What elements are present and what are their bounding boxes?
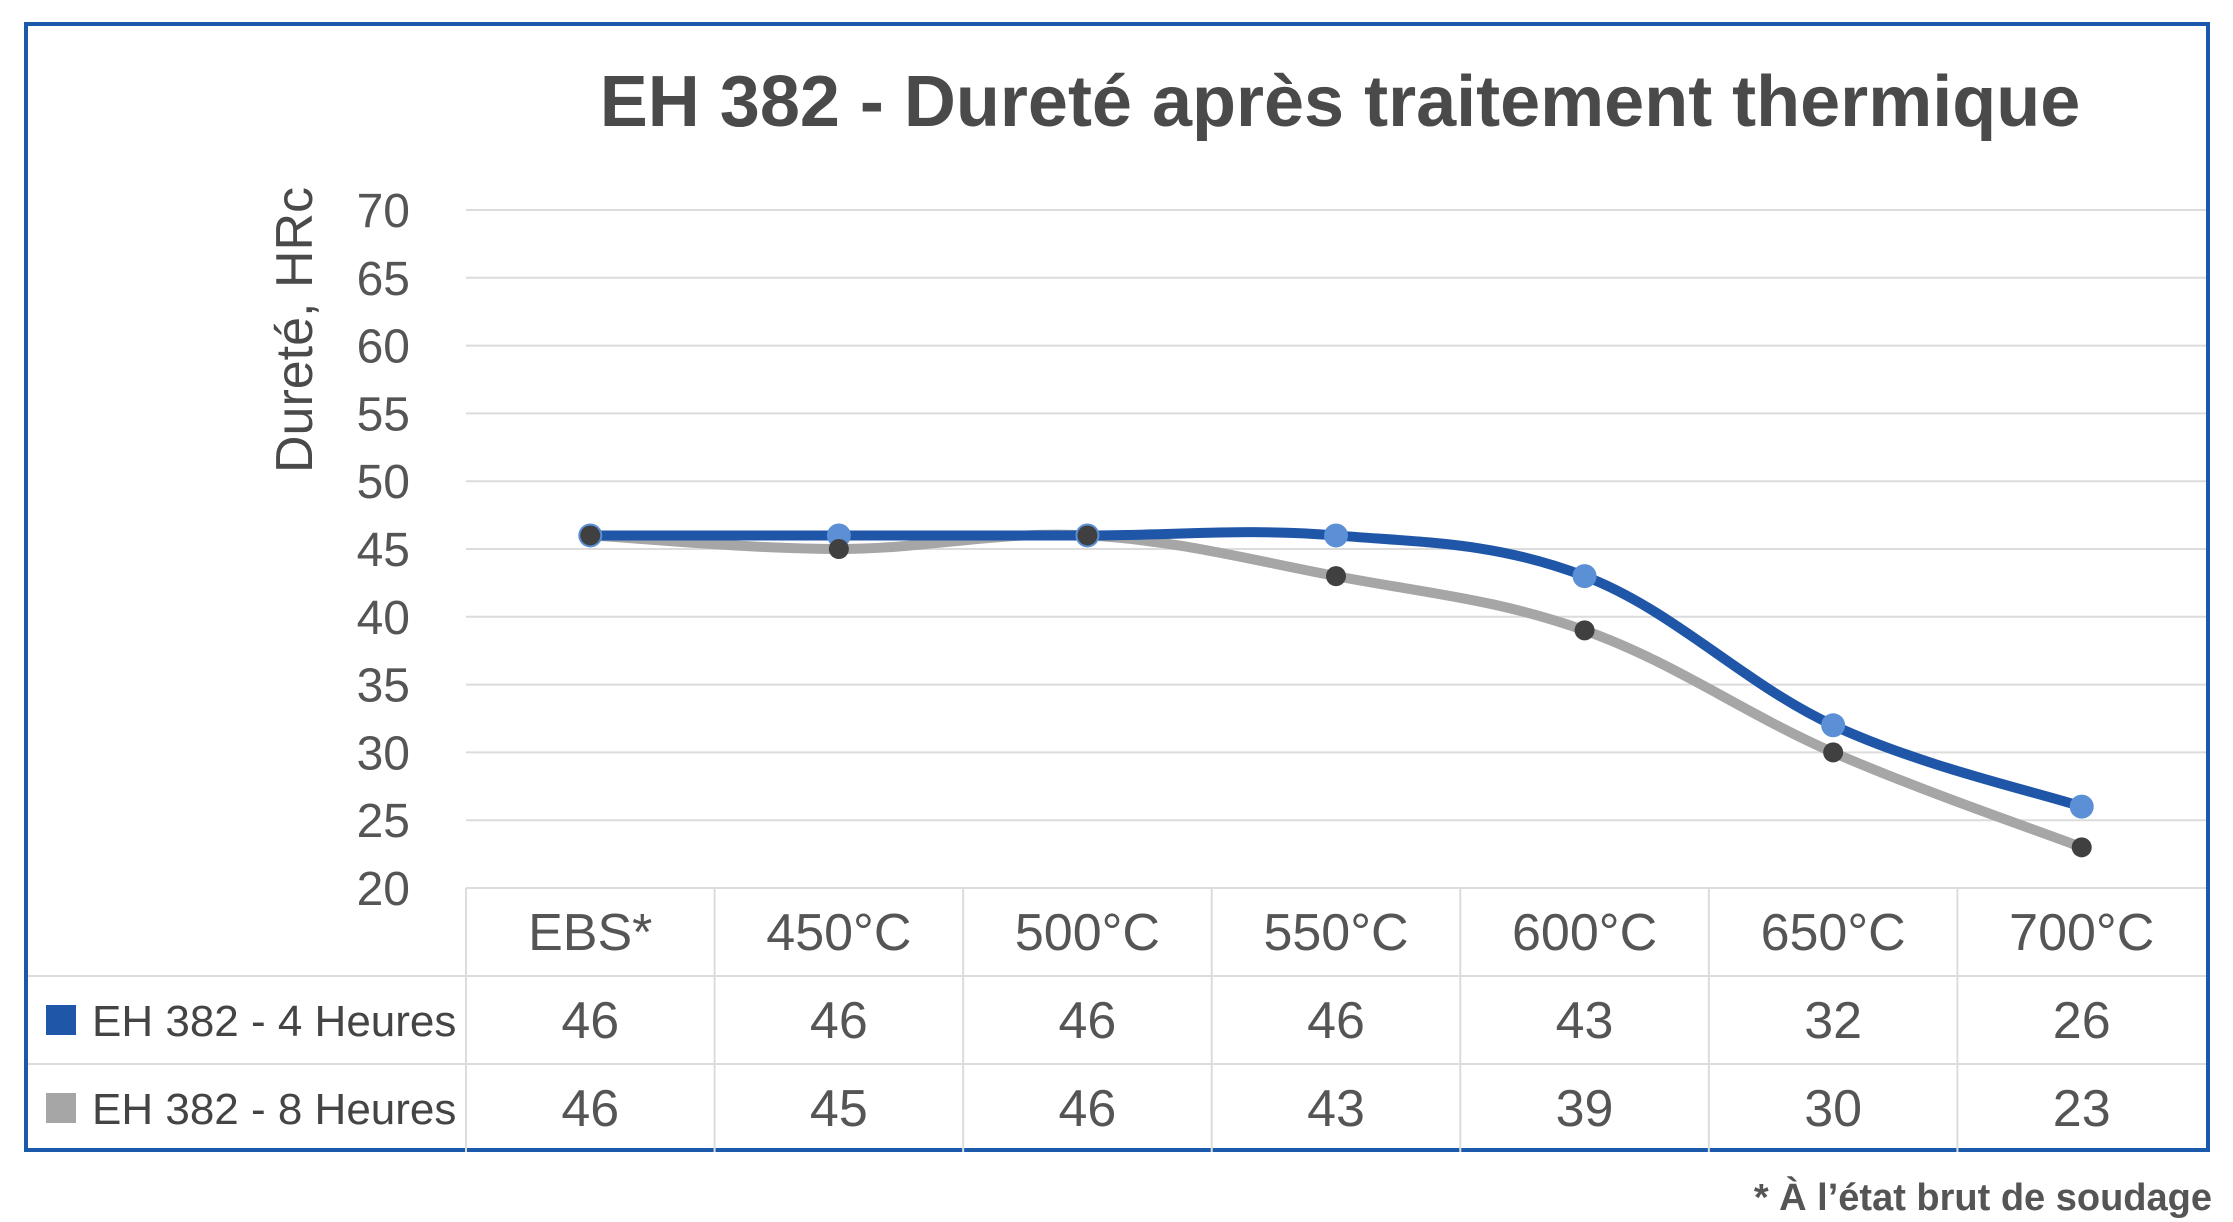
table-cell-value: 46 [1059, 1080, 1117, 1138]
y-tick-label: 60 [357, 321, 410, 374]
data-point [1574, 620, 1595, 641]
data-point [2069, 794, 2094, 819]
y-tick-label: 30 [357, 727, 410, 780]
table-cell-value: 23 [2053, 1080, 2111, 1138]
data-point [1572, 564, 1597, 589]
y-tick-label: 65 [357, 253, 410, 306]
table-cell-value: 46 [1307, 992, 1365, 1050]
y-tick-label: 55 [357, 388, 410, 441]
legend-swatch [46, 1093, 76, 1123]
data-point [1077, 525, 1098, 546]
x-category-label: 700°C [2009, 904, 2154, 962]
y-tick-label: 45 [357, 524, 410, 577]
y-tick-label: 35 [357, 660, 410, 713]
y-tick-label: 70 [357, 185, 410, 238]
grid-lines [466, 209, 2206, 822]
y-tick-label: 25 [357, 795, 410, 848]
x-category-label: 450°C [766, 904, 911, 962]
y-axis-label: Dureté, HRc [266, 187, 324, 473]
footnote: * À l’état brut de soudage [1754, 1175, 2212, 1219]
data-point [1324, 523, 1348, 548]
table-cell-value: 46 [561, 992, 619, 1050]
data-point [828, 539, 849, 559]
data-table: EBS* 450°C 500°C 550°C 600°C 650°C 700°C EH 382… [28, 887, 2206, 1152]
data-point [580, 525, 601, 546]
table-cell-value: 43 [1307, 1080, 1365, 1138]
series-lines [578, 523, 2094, 858]
y-axis-ticks: 20 25 30 35 40 45 50 55 60 65 70 [357, 185, 410, 916]
x-category-label: EBS* [528, 904, 652, 962]
x-category-label: 500°C [1015, 904, 1160, 962]
table-cell-value: 32 [1804, 992, 1862, 1050]
data-point [1326, 566, 1346, 587]
legend-label: EH 382 - 4 Heures [92, 997, 456, 1046]
x-category-label: 550°C [1263, 904, 1408, 962]
table-cell-value: 26 [2053, 992, 2111, 1050]
y-tick-label: 40 [357, 592, 410, 645]
table-cell-value: 46 [1059, 992, 1117, 1050]
table-cell-value: 46 [810, 992, 868, 1050]
data-point [1823, 742, 1844, 763]
y-tick-label: 20 [357, 863, 410, 916]
y-tick-label: 50 [357, 456, 410, 509]
data-point [2071, 837, 2092, 858]
table-cell-value: 43 [1556, 992, 1614, 1050]
data-point [1821, 713, 1846, 738]
legend-label: EH 382 - 8 Heures [92, 1085, 456, 1134]
table-cell-value: 30 [1804, 1080, 1862, 1138]
x-category-label: 650°C [1761, 904, 1906, 962]
table-cell-value: 39 [1556, 1080, 1614, 1138]
x-category-label: 600°C [1512, 904, 1657, 962]
table-cell-value: 45 [810, 1080, 868, 1138]
table-cell-value: 46 [561, 1080, 619, 1138]
legend-swatch [46, 1005, 76, 1035]
chart-title: EH 382 - Dureté après traitement thermiq… [600, 62, 2080, 142]
